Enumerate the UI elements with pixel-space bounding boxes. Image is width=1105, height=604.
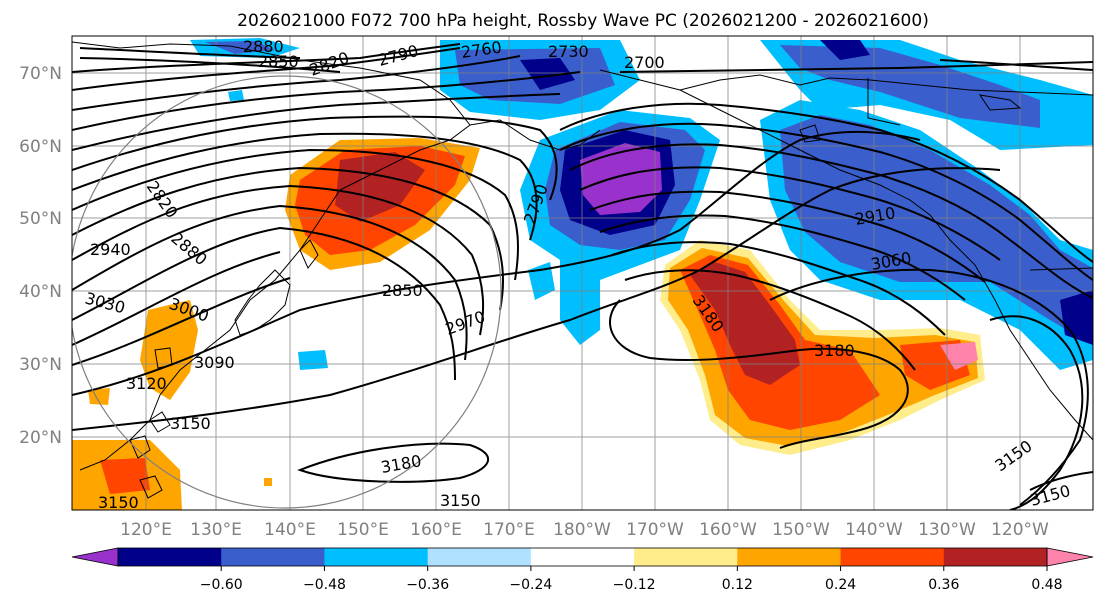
lon-label: 160°E <box>410 520 462 540</box>
colorbar-bin <box>324 548 429 566</box>
lon-label: 130°E <box>190 520 242 540</box>
contour-label: 3150 <box>170 414 211 433</box>
colorbar: −0.60 −0.48 −0.36 −0.24 −0.12 0.12 0.24 0.36 0.4… <box>71 547 1094 593</box>
lon-label: 160°W <box>699 520 757 540</box>
colorbar-bin <box>943 548 1048 566</box>
lat-label: 30°N <box>19 355 62 375</box>
contour-label: 2850 <box>258 52 299 71</box>
latitude-labels: 70°N 60°N 50°N 40°N 30°N 20°N <box>19 64 62 448</box>
lat-label: 70°N <box>19 64 62 84</box>
lon-label: 180°W <box>553 520 611 540</box>
colorbar-bin <box>427 548 532 566</box>
contour-label: 2700 <box>624 53 665 72</box>
lat-label: 60°N <box>19 137 62 157</box>
lat-label: 40°N <box>19 282 62 302</box>
contour-label: 3090 <box>194 353 235 372</box>
longitude-labels: 120°E 130°E 140°E 150°E 160°E 170°E 180°… <box>120 520 1049 540</box>
distance-ring <box>72 75 502 509</box>
colorbar-bin <box>221 548 325 566</box>
colorbar-bin <box>737 548 842 566</box>
colorbar-tick-label: −0.24 <box>509 577 552 593</box>
colorbar-tick-label: 0.24 <box>825 577 856 593</box>
lat-label: 20°N <box>19 428 62 448</box>
contour-label: 3120 <box>126 374 167 393</box>
map-title: 2026021000 F072 700 hPa height, Rossby W… <box>237 11 929 31</box>
height-contours <box>72 43 1093 510</box>
contour-label: 3150 <box>98 493 139 512</box>
colorbar-tick-label: 0.48 <box>1031 577 1062 593</box>
lat-label: 50°N <box>19 209 62 229</box>
lon-label: 150°W <box>772 520 830 540</box>
colorbar-tick-label: 0.36 <box>928 577 959 593</box>
map-area: 2880 2850 2820 2790 2760 2730 2700 2820 … <box>72 36 1093 512</box>
colorbar-bin <box>530 548 635 566</box>
colorbar-tick-label: 0.12 <box>722 577 753 593</box>
colorbar-bin <box>840 548 945 566</box>
colorbar-tick-label: −0.12 <box>613 577 656 593</box>
lon-label: 170°W <box>626 520 684 540</box>
contour-label: 2730 <box>548 42 589 61</box>
contour-label: 2940 <box>90 240 131 259</box>
lon-label: 120°E <box>120 520 172 540</box>
contour-label: 3180 <box>814 341 855 360</box>
colorbar-tick-label: −0.48 <box>303 577 346 593</box>
contour-label: 3150 <box>440 491 481 510</box>
contour-label: 2880 <box>243 37 284 56</box>
lon-label: 120°W <box>991 520 1049 540</box>
colorbar-bin <box>118 548 222 566</box>
colorbar-extend-right <box>1046 547 1094 567</box>
colorbar-extend-left <box>71 547 119 567</box>
colorbar-tick-label: −0.36 <box>406 577 449 593</box>
colorbar-tick-label: −0.60 <box>200 577 243 593</box>
lon-label: 170°E <box>483 520 535 540</box>
lon-label: 150°E <box>337 520 389 540</box>
lon-label: 140°E <box>264 520 316 540</box>
lon-label: 130°W <box>918 520 976 540</box>
lon-label: 140°W <box>845 520 903 540</box>
colorbar-bin <box>634 548 738 566</box>
map-frame <box>71 35 1094 511</box>
contour-label: 2850 <box>382 281 423 300</box>
